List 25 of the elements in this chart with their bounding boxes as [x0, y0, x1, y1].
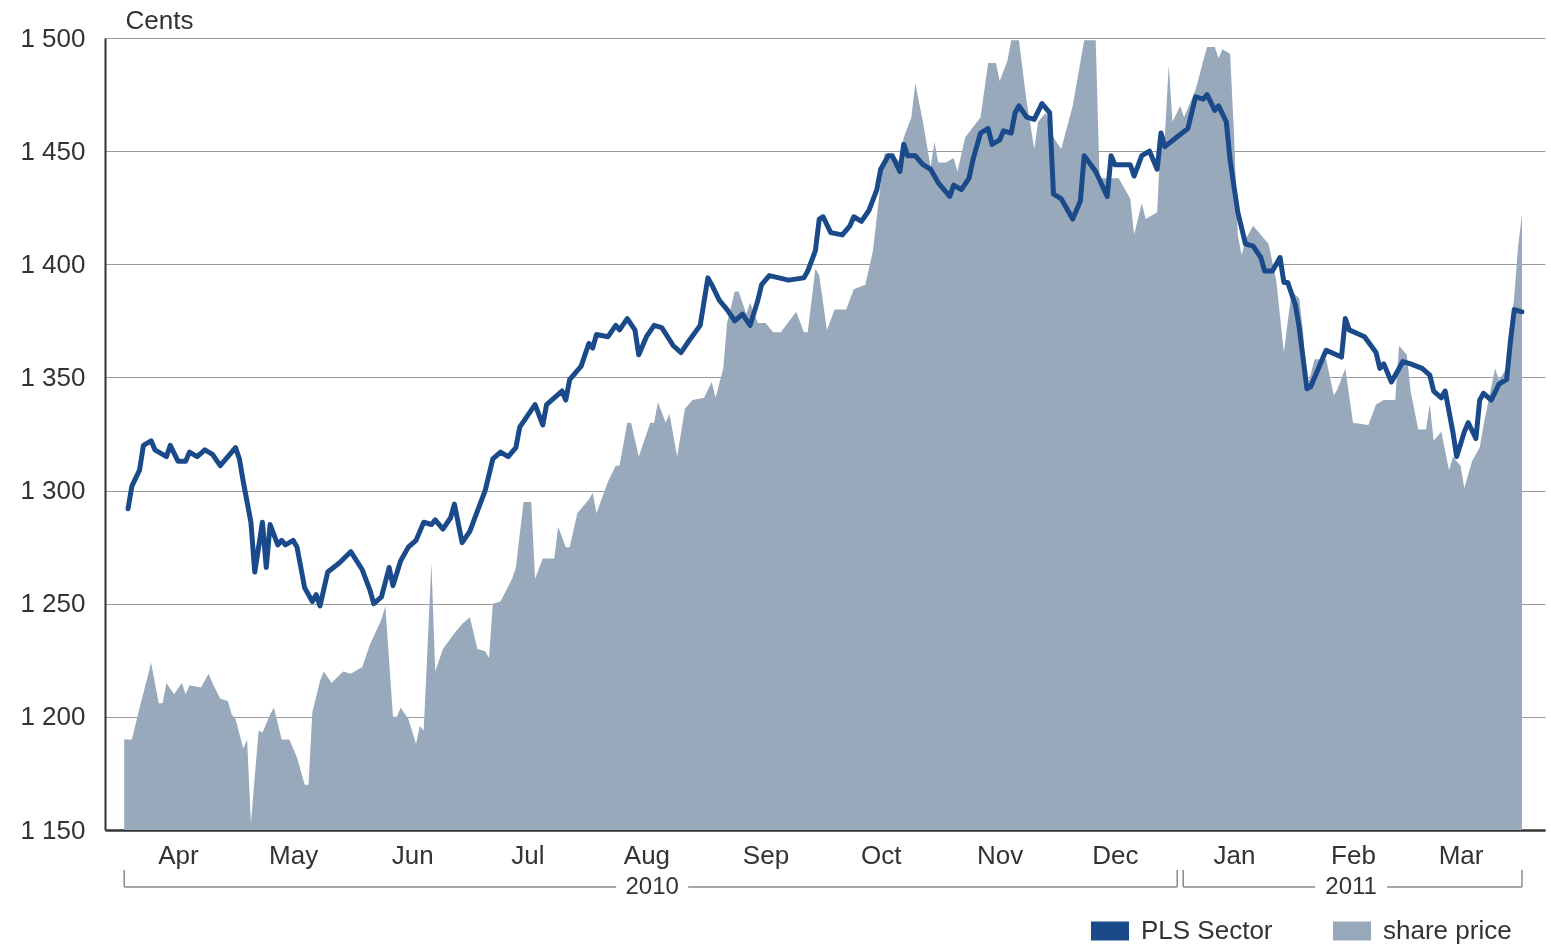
x-tick-label: Nov — [977, 839, 1024, 870]
x-tick-label: Mar — [1438, 839, 1484, 870]
legend-label: share price — [1383, 915, 1512, 945]
x-tick-label: Jan — [1213, 839, 1256, 870]
x-tick-label: Apr — [158, 839, 200, 870]
y-tick-label: 1 150 — [20, 814, 86, 845]
x-tick-label: Dec — [1092, 839, 1139, 870]
y-tick-label: 1 450 — [20, 135, 86, 166]
y-tick-label: 1 500 — [20, 22, 86, 53]
x-tick-label: May — [269, 839, 319, 870]
y-tick-label: 1 300 — [20, 475, 86, 506]
y-tick-label: 1 200 — [20, 701, 86, 732]
legend-label: PLS Sector — [1141, 915, 1273, 945]
x-tick-label: Jul — [511, 839, 545, 870]
x-tick-label: Oct — [860, 839, 903, 870]
y-tick-label: 1 250 — [20, 588, 86, 619]
x-tick-label: Sep — [742, 839, 790, 870]
text: 2010 — [625, 872, 679, 899]
x-tick-label: Aug — [623, 839, 671, 870]
text: 2011 — [1325, 872, 1377, 899]
y-tick-label: 1 350 — [20, 361, 86, 392]
x-tick-label: Feb — [1331, 839, 1376, 870]
x-tick-label: Jun — [391, 839, 434, 870]
y-axis-title: Cents — [125, 4, 194, 35]
y-tick-label: 1 400 — [20, 248, 86, 279]
